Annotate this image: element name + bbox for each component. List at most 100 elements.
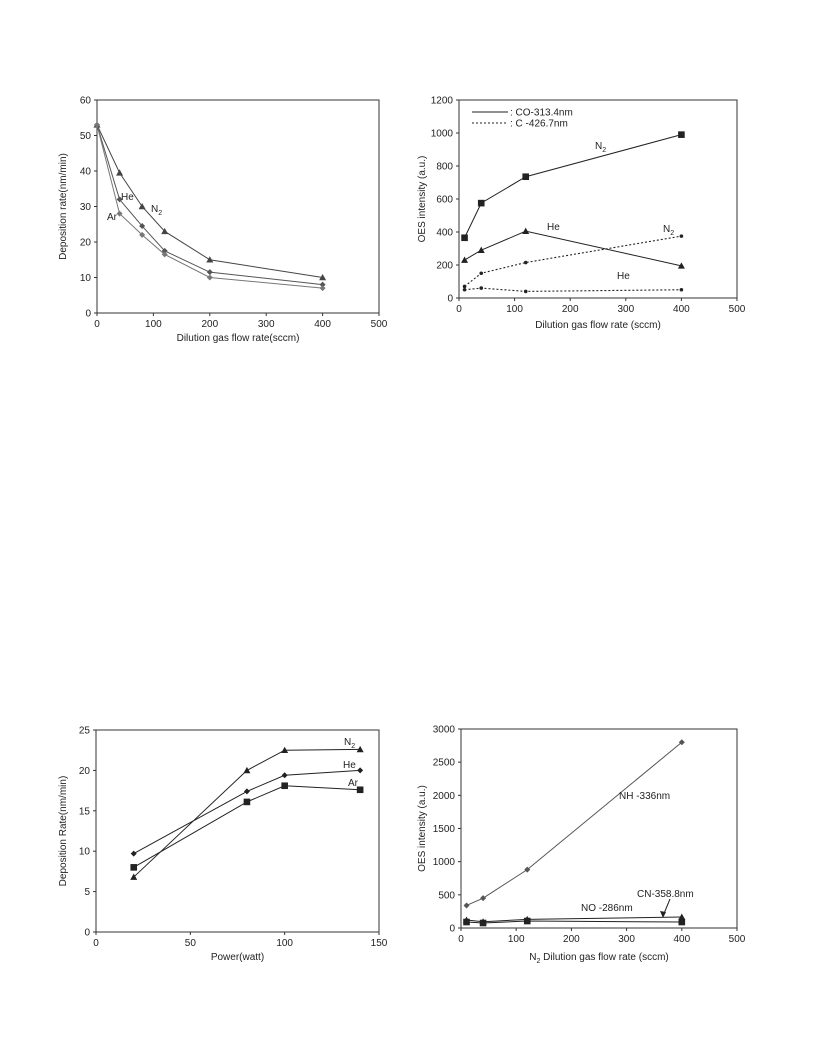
y-tick-label: 10 (79, 847, 91, 858)
y-tick-label: 400 (436, 228, 453, 239)
x-tick-label: 300 (618, 934, 635, 945)
y-tick-label: 30 (80, 202, 92, 213)
series-label: N2 (344, 737, 355, 750)
plot-frame (460, 728, 738, 929)
data-point (139, 223, 146, 230)
series-label-text: He (121, 192, 134, 203)
data-point (243, 766, 251, 774)
series-label-sub: 2 (602, 147, 606, 154)
series-label-sub: 2 (351, 743, 355, 750)
series-label: Ar (348, 778, 359, 789)
y-tick-label: 200 (436, 261, 453, 272)
x-tick-label: 400 (314, 319, 331, 330)
y-tick-label: 20 (80, 238, 92, 249)
data-point (161, 247, 168, 254)
data-point (281, 782, 288, 790)
y-axis-label: OES intensity (a.u.) (417, 785, 428, 872)
series-label: He (121, 192, 134, 203)
chart-deposition-rate-vs-power: 0 50 100 150 0 5 10 15 20 25 Power(watt) Deposition… (58, 726, 388, 964)
legend-entry: : CO-313.4nm (510, 108, 573, 119)
data-point (319, 285, 326, 292)
data-point (679, 234, 684, 238)
plot-frame (95, 729, 380, 933)
data-point (139, 231, 146, 238)
data-point (677, 262, 685, 269)
series-label-text: NO -286nm (581, 903, 633, 914)
data-point (356, 745, 364, 753)
data-point (161, 227, 169, 235)
series-line (133, 769, 361, 855)
y-axis-label: Deposition rate(nm/min) (58, 153, 69, 260)
data-point (679, 287, 684, 292)
data-point (477, 199, 485, 207)
y-tick-label: 5 (84, 887, 90, 898)
series-line (466, 916, 682, 923)
cn-pointer-arrowhead (660, 911, 666, 918)
x-axis-label: Power(watt) (211, 952, 264, 963)
y-tick-label: 800 (436, 162, 453, 173)
x-tick-label: 0 (93, 938, 99, 949)
series-label-text: He (547, 222, 560, 233)
data-point (461, 256, 469, 263)
x-tick-label: 300 (617, 304, 634, 315)
series-label-text: Ar (107, 212, 118, 223)
x-tick-label: 0 (94, 319, 100, 330)
data-point (480, 895, 487, 902)
data-point (281, 746, 289, 753)
x-tick-label: 0 (458, 934, 464, 945)
data-point (319, 281, 326, 288)
x-tick-label: 0 (456, 304, 462, 315)
data-point (479, 919, 487, 927)
series-label: N2 (151, 204, 162, 217)
chart-oes-vs-dilution: 0 100 200 300 400 500 0 200 400 600 800 1000 1200 Dil… (417, 96, 746, 332)
x-axis-label: N2 Dilution gas flow rate (sccm) (529, 952, 669, 965)
series-line (96, 124, 323, 289)
y-axis-label: Deposition Rate(nm/min) (58, 776, 69, 887)
series-label: NO -286nm (581, 903, 633, 914)
data-point (161, 251, 168, 258)
data-point (138, 203, 146, 210)
series-label: Ar (107, 212, 118, 223)
data-point (477, 246, 485, 253)
y-axis-label: OES intensity (a.u.) (417, 156, 428, 243)
series-line (466, 920, 682, 924)
x-tick-label: 400 (673, 304, 690, 315)
y-tick-label: 1000 (433, 857, 456, 868)
series-label-text: N (151, 204, 158, 215)
y-tick-label: 0 (84, 928, 90, 939)
x-axis-label: Dilution gas flow rate (sccm) (535, 320, 661, 331)
data-point (116, 169, 124, 176)
x-tick-label: 200 (562, 304, 579, 315)
x-tick-label: 500 (371, 319, 388, 330)
y-tick-label: 1000 (431, 129, 454, 140)
series-label-text: NH -336nm (619, 791, 670, 802)
data-point (319, 274, 327, 281)
y-tick-label: 60 (80, 96, 92, 107)
data-point (479, 286, 484, 290)
data-point (678, 913, 686, 920)
data-point (130, 864, 138, 871)
data-point (523, 917, 531, 925)
series-label-text: He (343, 760, 356, 771)
series-line (133, 748, 361, 878)
data-point (116, 210, 123, 217)
data-point (206, 269, 213, 276)
x-axis-label-sub: 2 (536, 958, 540, 965)
data-point (206, 274, 213, 281)
data-point (281, 772, 288, 779)
y-tick-label: 15 (79, 806, 91, 817)
x-tick-label: 100 (508, 934, 525, 945)
data-point (130, 850, 137, 857)
series-label-text: Ar (348, 778, 359, 789)
x-tick-label: 100 (145, 319, 162, 330)
legend-entry: : C -426.7nm (510, 119, 568, 130)
series-line (464, 134, 682, 238)
data-point (243, 788, 250, 795)
series-label: NH -336nm (619, 791, 670, 802)
x-tick-label: 150 (371, 938, 388, 949)
data-point (461, 234, 468, 242)
data-point (94, 121, 100, 128)
series-line (96, 124, 323, 286)
data-point (522, 227, 530, 234)
